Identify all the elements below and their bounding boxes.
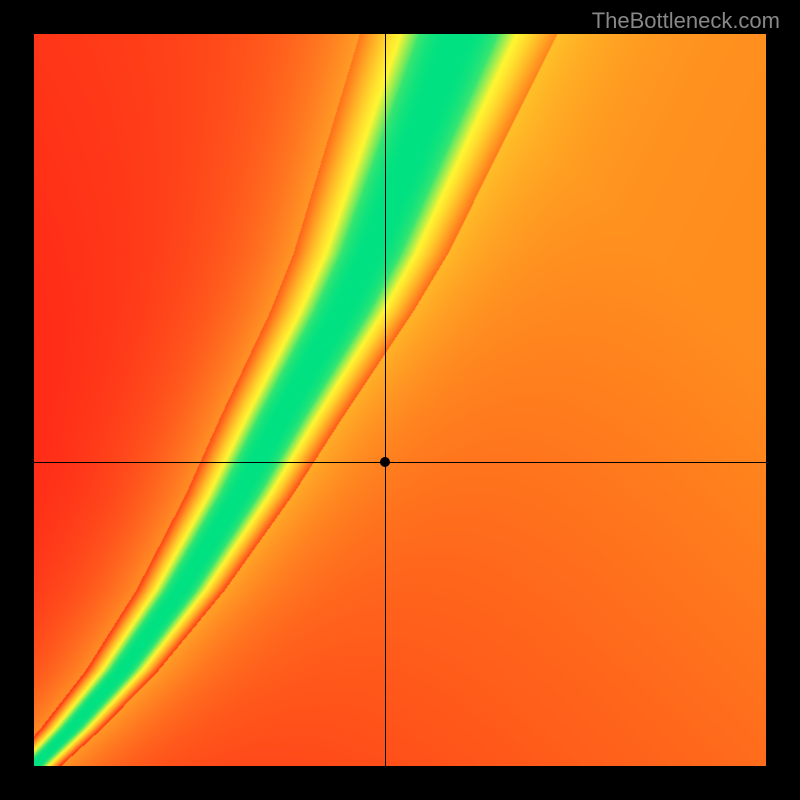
chart-container: { "watermark": "TheBottleneck.com", "lay… (0, 0, 800, 800)
heatmap-canvas (34, 34, 766, 766)
crosshair-horizontal (34, 462, 766, 463)
crosshair-vertical (385, 34, 386, 766)
watermark-text: TheBottleneck.com (592, 8, 780, 34)
plot-area (34, 34, 766, 766)
crosshair-marker (380, 457, 390, 467)
